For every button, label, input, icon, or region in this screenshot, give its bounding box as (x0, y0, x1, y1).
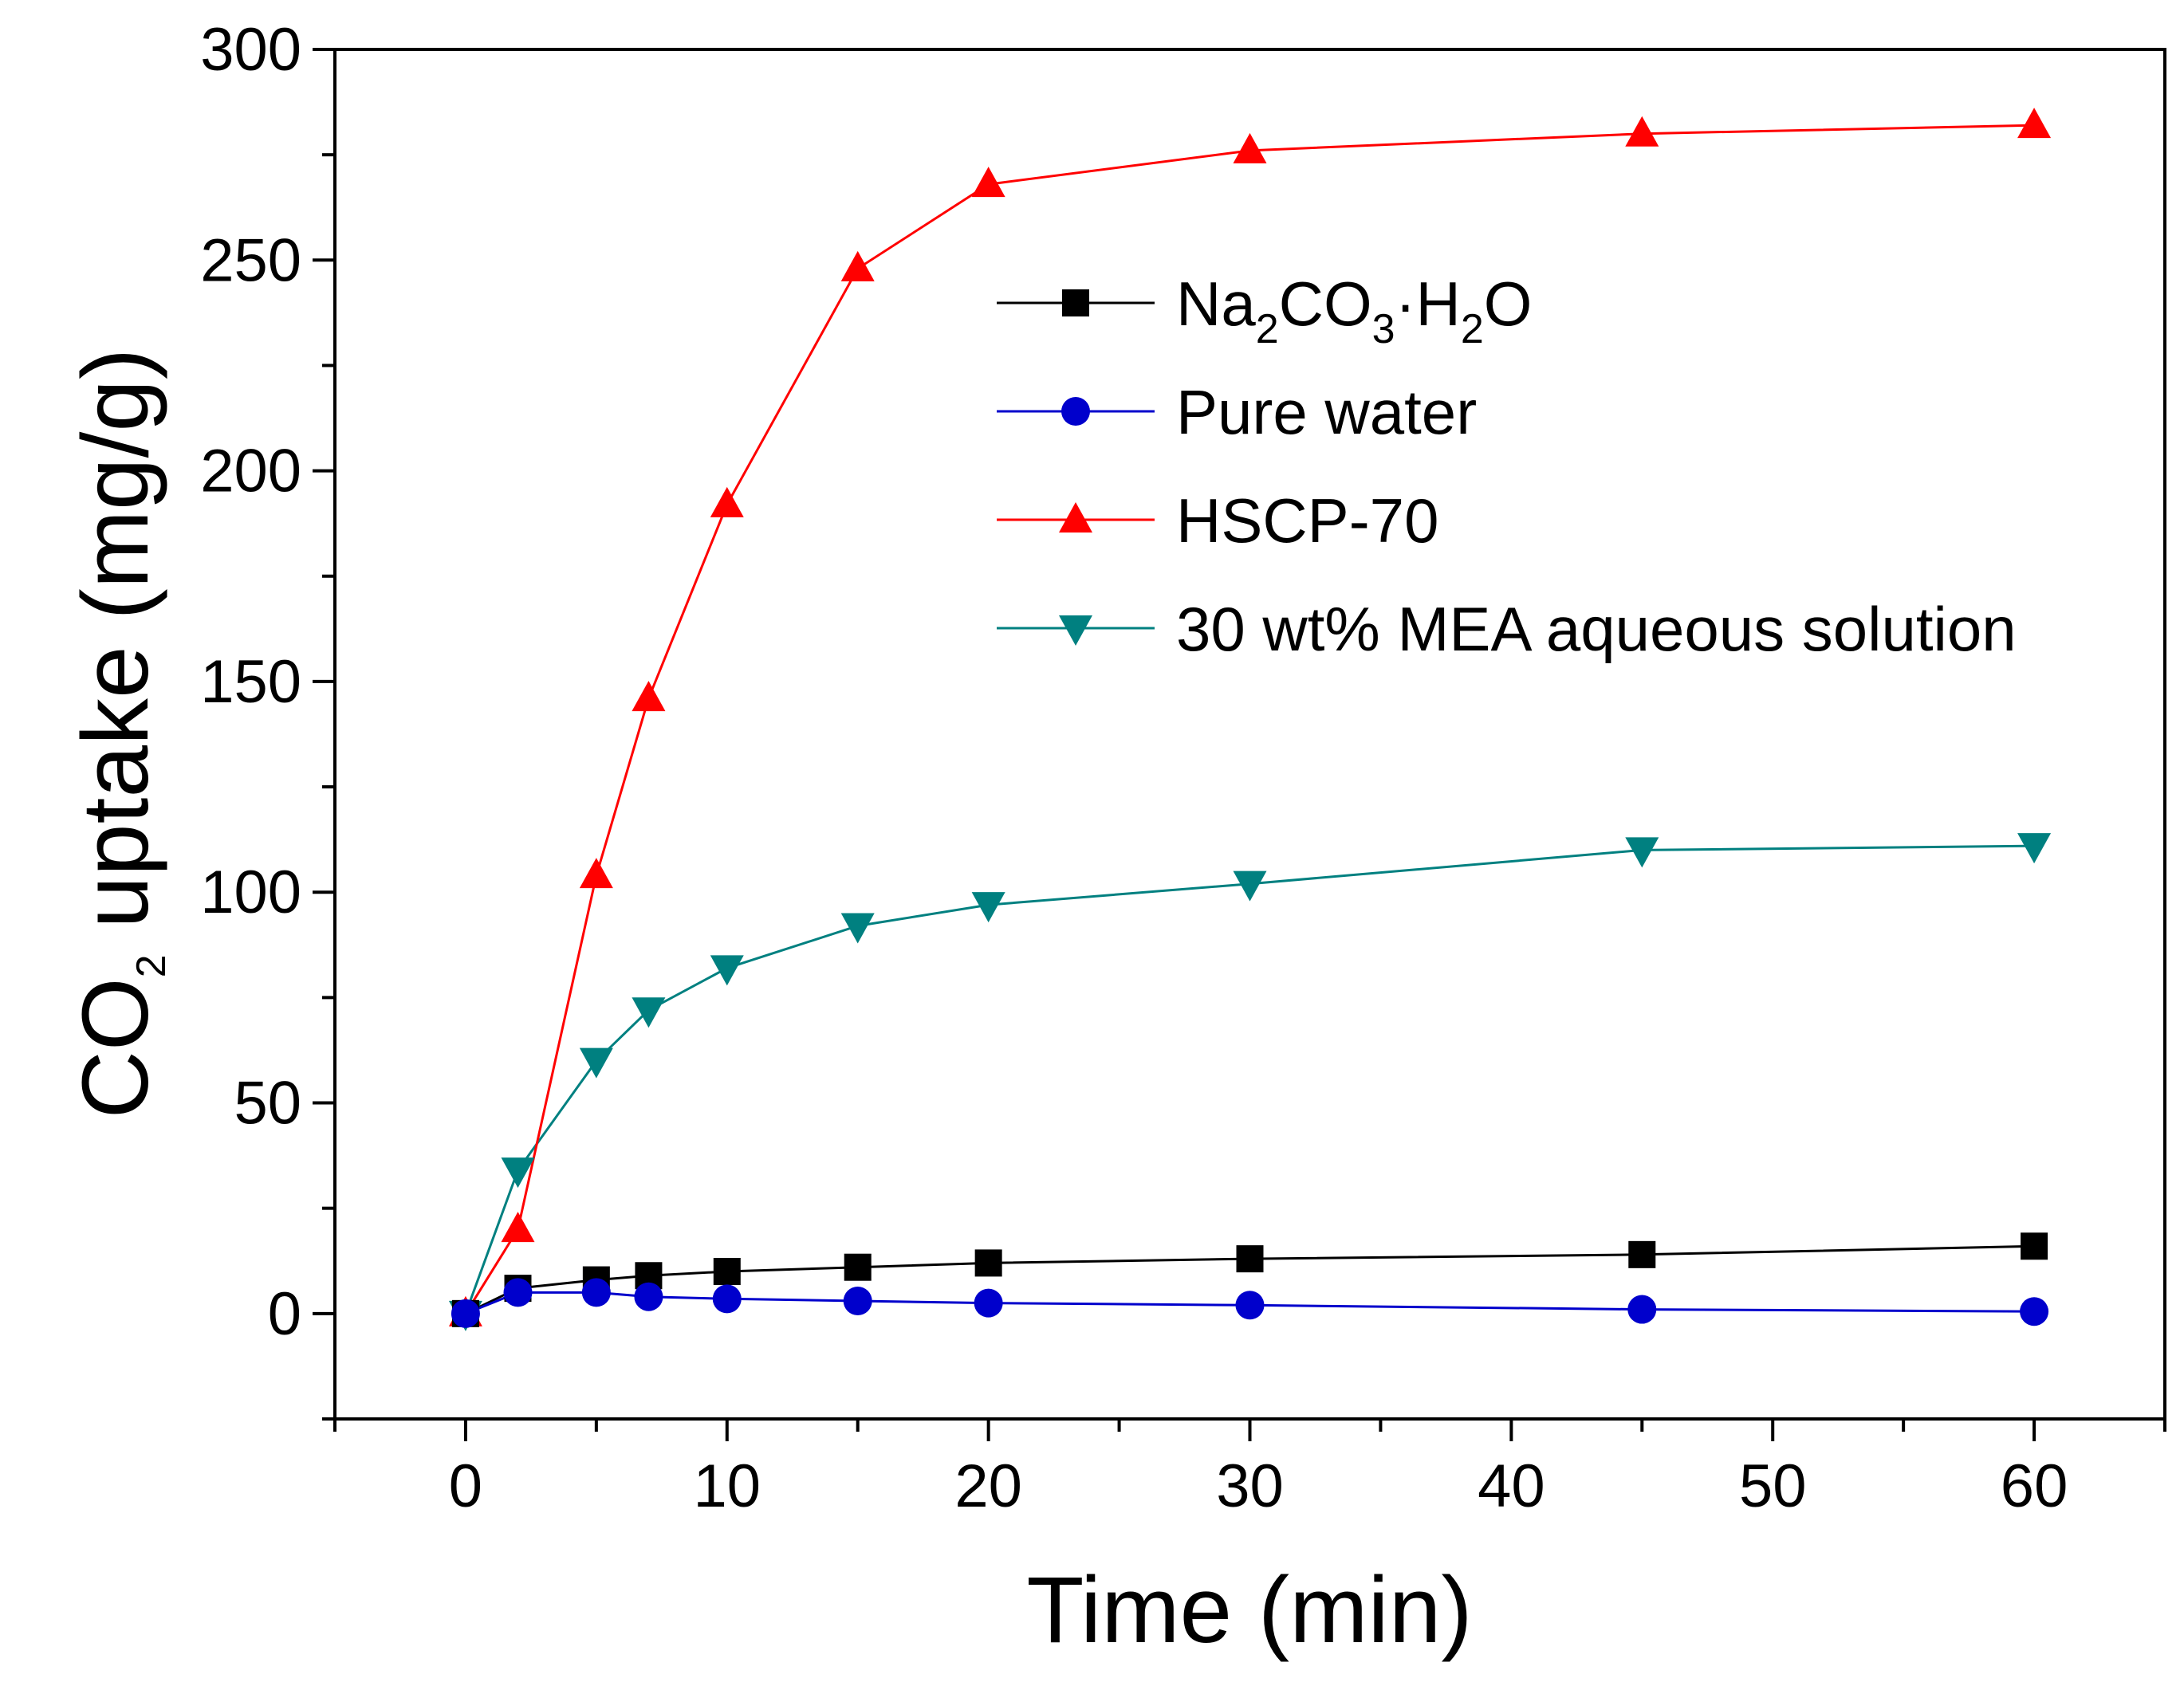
legend-label-text: ·H (1395, 269, 1461, 339)
circle-marker (1627, 1295, 1657, 1324)
triangle-down-marker (2017, 833, 2052, 864)
y-axis-title-subscript: 2 (128, 954, 175, 977)
circle-marker (2020, 1297, 2049, 1326)
legend-label: Pure water (1176, 377, 1477, 447)
y-tick-label: 300 (200, 16, 301, 84)
y-axis-title: CO2 uptake (mg/g) (63, 348, 175, 1119)
square-marker (713, 1257, 741, 1285)
legend-label-subscript: 2 (1461, 306, 1484, 352)
triangle-up-marker (971, 167, 1005, 198)
square-marker (1628, 1240, 1656, 1268)
legend-label: Na2CO3·H2O (1176, 269, 1532, 352)
triangle-up-marker (579, 858, 613, 889)
plot-series (448, 108, 2052, 1331)
legend-label-text: Na (1176, 269, 1256, 339)
x-tick-label: 50 (1739, 1452, 1807, 1520)
series-line (465, 1244, 2035, 1315)
y-axis-title-suffix: uptake (mg/g) (63, 348, 168, 955)
x-axis-title: Time (min) (1026, 1558, 1472, 1663)
triangle-up-marker (1233, 132, 1267, 163)
triangle-down-marker (501, 1157, 535, 1189)
circle-marker (843, 1286, 872, 1315)
triangle-down-marker (840, 913, 875, 944)
circle-marker (451, 1299, 480, 1328)
square-marker (1236, 1245, 1264, 1273)
legend-label-subscript: 3 (1372, 306, 1395, 352)
triangle-up-marker (1059, 502, 1092, 533)
square-marker (974, 1249, 1002, 1277)
triangle-down-marker (579, 1047, 613, 1079)
circle-marker (581, 1278, 611, 1307)
y-tick-label: 50 (234, 1070, 301, 1138)
x-tick-label: 20 (954, 1452, 1022, 1520)
circle-marker (712, 1284, 742, 1314)
triangle-up-marker (632, 681, 666, 712)
square-marker (844, 1253, 872, 1281)
circle-marker (1235, 1291, 1265, 1320)
square-marker (2021, 1232, 2048, 1260)
circle-marker (503, 1278, 533, 1307)
plot-frame (333, 48, 2166, 1421)
x-tick-label: 0 (449, 1452, 482, 1520)
triangle-up-marker (2017, 108, 2052, 139)
series-line (465, 1291, 2035, 1315)
y-axis: 0 50 100 150 200 250 300 (200, 16, 335, 1421)
circle-marker (1061, 397, 1090, 426)
legend-label: HSCP-70 (1176, 485, 1438, 556)
legend-label-subscript: 2 (1256, 306, 1279, 352)
triangle-up-marker (710, 486, 744, 517)
y-tick-label: 200 (200, 438, 301, 505)
series-line (464, 124, 2035, 1315)
triangle-up-marker (840, 250, 875, 281)
legend-label-text: O (1484, 269, 1533, 339)
series-line (464, 844, 2035, 1315)
x-tick-label: 40 (1478, 1452, 1545, 1520)
triangle-down-marker (710, 955, 744, 986)
circle-marker (974, 1288, 1003, 1318)
triangle-down-marker (1233, 870, 1267, 902)
y-tick-label: 0 (268, 1280, 301, 1348)
x-tick-label: 30 (1216, 1452, 1284, 1520)
triangle-up-marker (1625, 116, 1659, 147)
x-tick-label: 10 (694, 1452, 761, 1520)
triangle-up-marker (501, 1212, 535, 1243)
triangle-down-marker (971, 892, 1005, 923)
x-axis: 0 10 20 30 40 50 60 (333, 1419, 2166, 1520)
legend-label: 30 wt% MEA aqueous solution (1176, 594, 2017, 664)
circle-marker (634, 1282, 663, 1311)
triangle-down-marker (632, 997, 666, 1028)
triangle-down-marker (1625, 837, 1659, 868)
y-axis-title-prefix: CO (63, 977, 168, 1118)
square-marker (1062, 289, 1089, 316)
legend-label-text: CO (1279, 269, 1372, 339)
x-tick-label: 60 (2001, 1452, 2068, 1520)
y-tick-label: 250 (200, 226, 301, 294)
y-tick-label: 100 (200, 859, 301, 926)
y-tick-label: 150 (200, 648, 301, 716)
triangle-down-marker (1059, 615, 1092, 646)
